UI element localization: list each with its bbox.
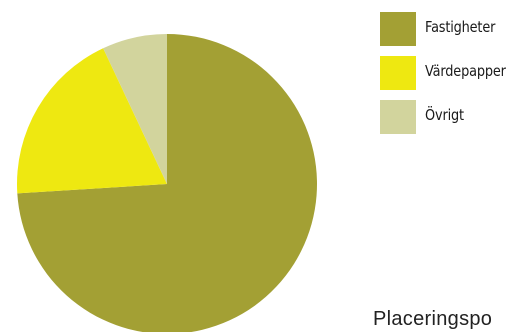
legend-label-fastigheter: Fastigheter (425, 18, 496, 36)
pie-slices (16, 34, 317, 332)
legend-swatch-fastigheter (380, 12, 416, 46)
pie-slice--vrigt (103, 34, 167, 184)
legend-swatch-vardepapper (380, 56, 416, 90)
legend-item-ovrigt: Övrigt (380, 100, 528, 134)
legend-label-ovrigt: Övrigt (425, 106, 464, 124)
legend-swatch-ovrigt (380, 100, 416, 134)
caption-text: Placeringspo (373, 308, 493, 330)
legend-item-fastigheter: Fastigheter (380, 12, 528, 46)
pie-slice-v-rdepapper (16, 48, 167, 194)
pie-chart (16, 34, 317, 332)
legend-item-vardepapper: Värdepapper (380, 56, 528, 90)
legend-label-vardepapper: Värdepapper (425, 62, 506, 80)
legend: Fastigheter Värdepapper Övrigt (380, 12, 528, 144)
pie-slice-fastigheter (17, 34, 317, 332)
